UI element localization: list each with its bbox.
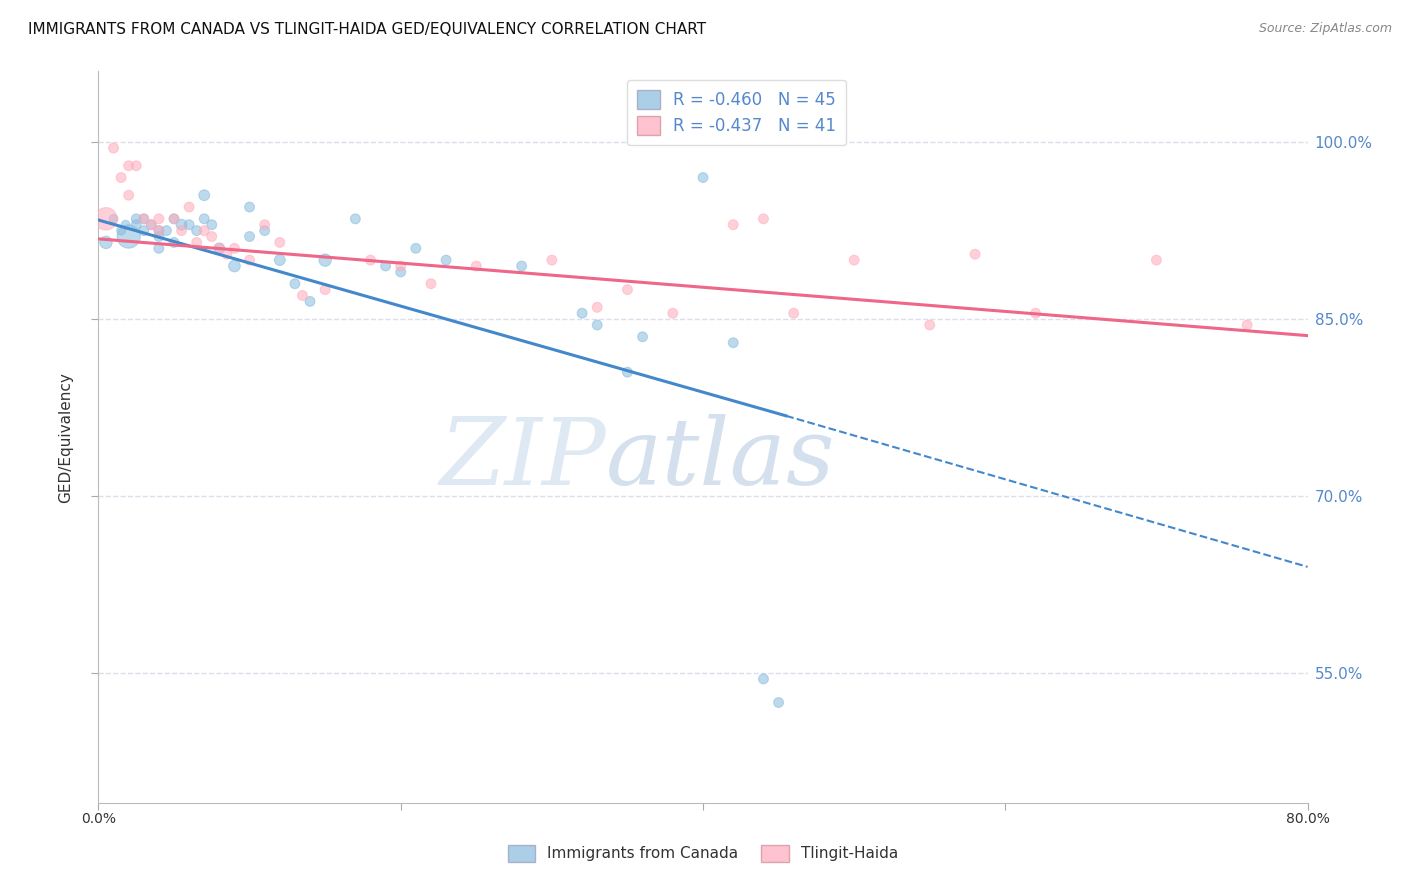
Point [148, 224, 170, 238]
Text: IMMIGRANTS FROM CANADA VS TLINGIT-HAIDA GED/EQUIVALENCY CORRELATION CHART: IMMIGRANTS FROM CANADA VS TLINGIT-HAIDA … [28, 22, 706, 37]
Point [360, 253, 382, 268]
Text: 0.0%: 0.0% [82, 813, 115, 826]
Point [125, 218, 148, 232]
Point [918, 318, 941, 332]
Point [314, 253, 336, 268]
Point [125, 159, 148, 173]
Point [374, 259, 396, 273]
Point [186, 235, 208, 250]
Point [434, 253, 457, 268]
Point [103, 211, 125, 226]
Point [193, 211, 215, 226]
Point [163, 235, 186, 250]
Point [1024, 306, 1046, 320]
Point [141, 218, 163, 232]
Point [692, 170, 714, 185]
Text: ZIP: ZIP [440, 414, 606, 504]
Point [389, 259, 412, 273]
Point [208, 241, 231, 255]
Point [193, 188, 215, 202]
Point [94, 211, 117, 226]
Point [253, 218, 276, 232]
Point [662, 306, 685, 320]
Point [586, 318, 609, 332]
Point [723, 218, 745, 232]
Point [148, 211, 170, 226]
Point [571, 306, 593, 320]
Y-axis label: GED/Equivalency: GED/Equivalency [58, 372, 73, 502]
Point [389, 265, 412, 279]
Point [148, 224, 170, 238]
Point [768, 696, 790, 710]
Point [291, 288, 314, 302]
Point [844, 253, 866, 268]
Point [253, 224, 276, 238]
Text: 80.0%: 80.0% [1285, 813, 1330, 826]
Point [783, 306, 806, 320]
Text: Source: ZipAtlas.com: Source: ZipAtlas.com [1258, 22, 1392, 36]
Point [201, 229, 224, 244]
Point [540, 253, 562, 268]
Text: atlas: atlas [606, 414, 835, 504]
Point [465, 259, 488, 273]
Point [405, 241, 427, 255]
Point [215, 247, 238, 261]
Point [186, 224, 208, 238]
Legend: Immigrants from Canada, Tlingit-Haida: Immigrants from Canada, Tlingit-Haida [502, 838, 904, 868]
Point [1236, 318, 1258, 332]
Point [344, 211, 367, 226]
Point [132, 211, 155, 226]
Point [284, 277, 307, 291]
Point [299, 294, 322, 309]
Point [179, 200, 201, 214]
Point [141, 218, 163, 232]
Point [110, 224, 132, 238]
Point [110, 170, 132, 185]
Point [132, 211, 155, 226]
Point [201, 218, 224, 232]
Point [631, 330, 654, 344]
Point [239, 229, 262, 244]
Point [170, 224, 193, 238]
Point [163, 211, 186, 226]
Point [155, 224, 177, 238]
Point [170, 218, 193, 232]
Point [208, 241, 231, 255]
Point [193, 224, 215, 238]
Point [114, 218, 136, 232]
Point [224, 241, 246, 255]
Point [510, 259, 533, 273]
Point [965, 247, 987, 261]
Point [148, 229, 170, 244]
Point [132, 224, 155, 238]
Point [148, 241, 170, 255]
Point [239, 253, 262, 268]
Point [163, 211, 186, 226]
Point [269, 235, 291, 250]
Point [752, 672, 775, 686]
Point [314, 283, 336, 297]
Point [103, 141, 125, 155]
Point [224, 259, 246, 273]
Point [616, 283, 638, 297]
Point [179, 218, 201, 232]
Point [723, 335, 745, 350]
Point [125, 211, 148, 226]
Point [420, 277, 443, 291]
Point [616, 365, 638, 379]
Point [94, 235, 117, 250]
Point [586, 301, 609, 315]
Point [239, 200, 262, 214]
Point [752, 211, 775, 226]
Point [118, 229, 141, 244]
Point [118, 159, 141, 173]
Point [118, 188, 141, 202]
Point [1144, 253, 1167, 268]
Point [269, 253, 291, 268]
